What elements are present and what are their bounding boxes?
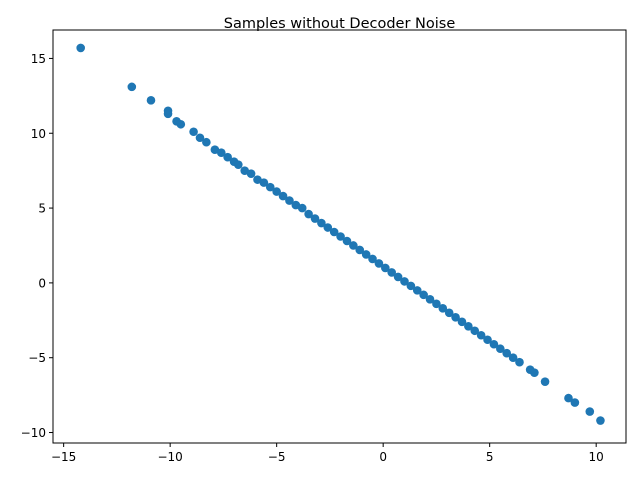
x-tick-label: 0 <box>379 450 387 464</box>
scatter-point <box>216 148 226 157</box>
scatter-point <box>253 175 262 184</box>
scatter-point <box>457 317 467 327</box>
y-tick-label: 15 <box>31 52 46 66</box>
plot-frame <box>52 29 627 444</box>
scatter-point <box>432 299 441 309</box>
scatter-point <box>202 137 211 147</box>
scatter-point <box>195 133 205 143</box>
scatter-point <box>355 245 365 255</box>
scatter-point <box>419 290 428 300</box>
scatter-point <box>342 236 352 246</box>
scatter-point <box>176 119 186 129</box>
points-layer <box>76 43 605 425</box>
scatter-point <box>374 259 384 268</box>
scatter-point <box>76 43 85 53</box>
x-tick-label: −10 <box>157 450 182 464</box>
x-tick-label: −15 <box>51 450 76 464</box>
scatter-point <box>564 393 573 403</box>
scatter-point <box>329 227 339 237</box>
x-tick-label: 10 <box>589 450 604 464</box>
x-tick-label: −5 <box>268 450 286 464</box>
scatter-point <box>502 348 512 358</box>
scatter-point <box>393 272 403 282</box>
scatter-point <box>451 313 460 322</box>
scatter-point <box>272 187 281 196</box>
x-axis-ticks: −15 −10 −5 0 5 10 <box>51 443 604 464</box>
scatter-point <box>387 268 396 277</box>
scatter-point <box>381 263 390 273</box>
scatter-point <box>127 82 137 92</box>
scatter-point <box>234 160 243 169</box>
scatter-point <box>189 127 198 137</box>
scatter-point <box>349 241 358 250</box>
scatter-point <box>240 166 250 175</box>
scatter-point <box>265 182 275 192</box>
scatter-point <box>336 232 345 241</box>
scatter-point <box>438 304 448 313</box>
scatter-point <box>425 295 435 304</box>
scatter-point <box>464 321 473 331</box>
scatter-point <box>291 200 301 210</box>
y-tick-label: 10 <box>31 127 46 141</box>
y-tick-label: −10 <box>21 426 46 440</box>
scatter-point <box>496 344 505 354</box>
scatter-point <box>223 152 232 162</box>
scatter-point <box>444 308 454 318</box>
y-tick-label: 0 <box>38 276 46 290</box>
scatter-point <box>163 109 173 119</box>
scatter-point <box>570 398 580 407</box>
x-tick-label: 5 <box>486 450 494 464</box>
y-axis-ticks: −10 −5 0 5 10 15 <box>21 52 53 440</box>
scatter-point <box>489 339 499 349</box>
scatter-point <box>400 277 409 286</box>
scatter-point <box>596 416 605 425</box>
scatter-point <box>278 191 288 201</box>
scatter-point <box>585 407 595 416</box>
scatter-point <box>483 335 492 345</box>
scatter-point <box>540 377 550 386</box>
scatter-point <box>310 214 320 223</box>
scatter-point <box>323 223 333 232</box>
scatter-point <box>406 281 416 291</box>
scatter-point <box>470 326 480 336</box>
scatter-point <box>304 209 313 219</box>
scatter-point <box>285 196 294 205</box>
scatter-point <box>297 203 307 213</box>
y-tick-label: −5 <box>28 351 46 365</box>
scatter-point <box>210 145 220 155</box>
y-tick-label: 5 <box>38 202 46 216</box>
scatter-point <box>412 286 422 295</box>
scatter-point <box>246 169 256 178</box>
chart-title: Samples without Decoder Noise <box>224 16 456 32</box>
scatter-point <box>368 254 377 264</box>
scatter-point <box>361 250 371 259</box>
scatter-point <box>259 178 269 187</box>
scatter-point <box>146 96 156 105</box>
scatter-point <box>515 357 524 367</box>
scatter-point <box>476 330 486 340</box>
scatter-point <box>508 353 518 363</box>
scatter-point <box>530 368 539 377</box>
scatter-point <box>317 218 326 228</box>
